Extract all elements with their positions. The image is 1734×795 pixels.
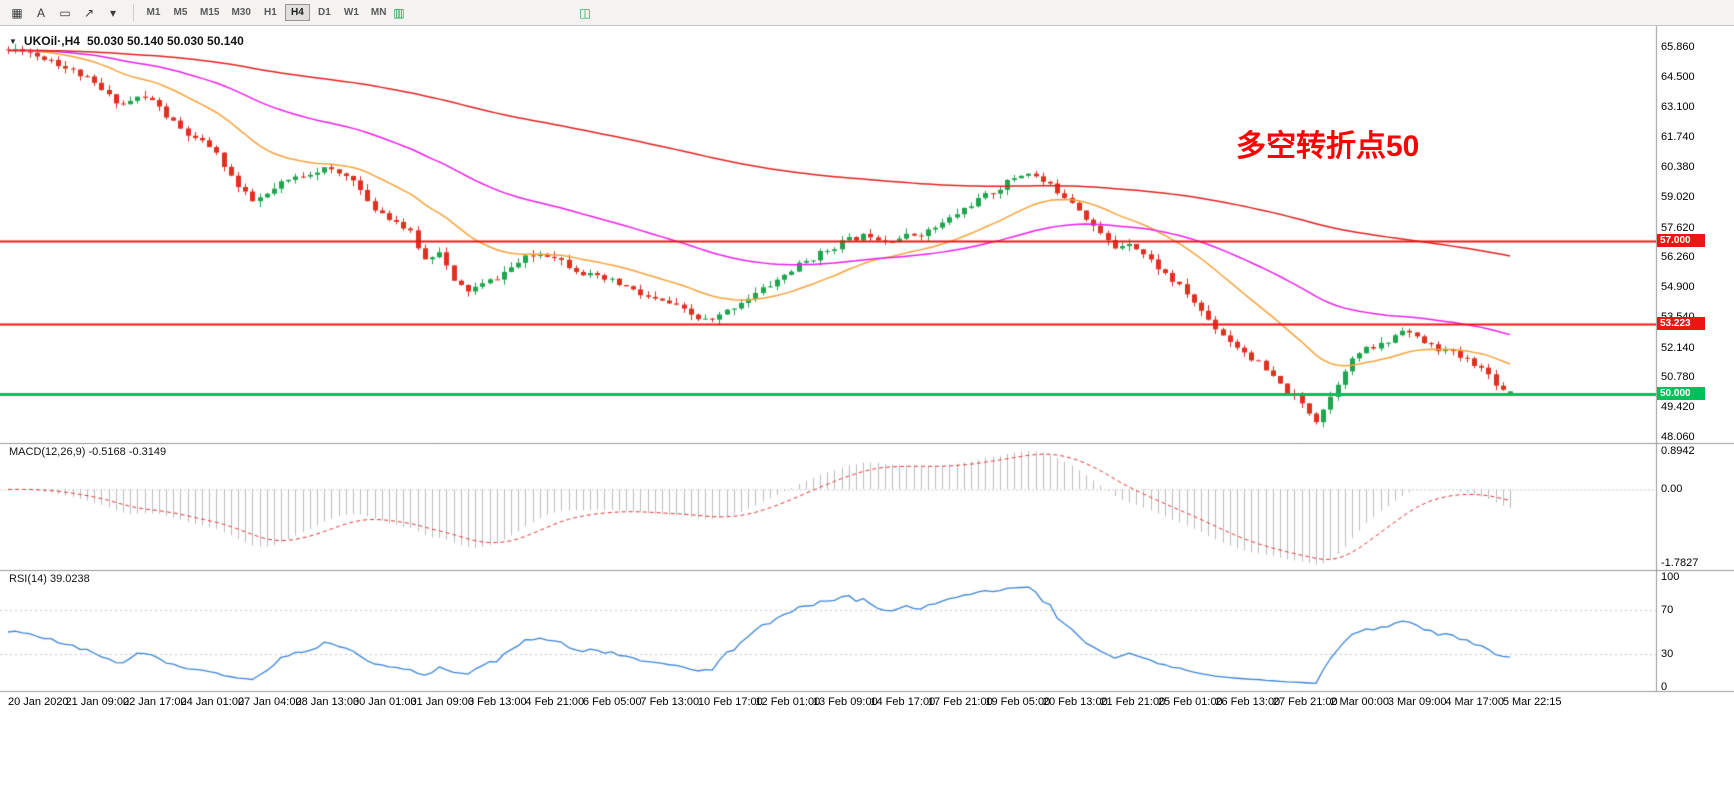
price-axis-label: 56.260 [1661,251,1695,264]
price-tag-50.000: 50.000 [1657,387,1705,401]
price-axis-label: 65.860 [1661,41,1695,53]
time-axis-label: 19 Feb 05:00 [985,696,1051,708]
ohlc-values: 50.030 50.140 50.030 50.140 [86,34,244,48]
macd-axis-label: -1.7827 [1661,557,1699,569]
price-tag-57.000: 57.000 [1657,234,1705,248]
rsi-axis-label: 100 [1661,571,1680,583]
time-axis-label: 2 Mar 00:00 [1330,696,1390,708]
timeframe-button-m5[interactable]: M5 [173,7,188,18]
timeframe-toolbar: M1 M5 M15 M30 H1 H4 D1 W1 MN [141,4,393,21]
time-axis-label: 25 Feb 01:00 [1157,696,1223,708]
text-label-tool-icon[interactable]: ▭ [59,5,71,20]
rsi-axis-label: 70 [1661,604,1674,616]
drawing-tools-group: ▦ A ▭ ↗ ▾ [6,4,126,22]
triangle-icon: ▼ [9,36,17,46]
time-axis-label: 21 Feb 21:00 [1100,696,1166,708]
timeframe-button-h1[interactable]: H1 [264,7,277,18]
rsi-axis-label: 30 [1661,648,1674,660]
timeframe-button-d1[interactable]: D1 [318,7,331,18]
chart-title-bar: ▼ UKOil·,H4 50.030 50.140 50.030 50.140 [9,34,244,48]
symbol-period-label: UKOil·,H4 [23,34,80,48]
price-tag-53.223: 53.223 [1657,316,1705,330]
price-axis-label: 48.060 [1661,431,1695,443]
time-axis-label: 20 Feb 13:00 [1042,696,1108,708]
time-axis-label: 30 Jan 01:00 [352,696,417,708]
price-axis-label: 61.740 [1661,131,1695,144]
timeframe-button-h4[interactable]: H4 [284,4,310,21]
time-axis-label: 17 Feb 21:00 [927,696,993,708]
time-axis-label: 3 Feb 13:00 [467,696,527,708]
time-axis-label: 27 Jan 04:00 [237,696,302,708]
timeframe-button-m30[interactable]: M30 [231,7,251,18]
time-axis-label: 22 Jan 17:00 [122,696,187,708]
time-axis-label: 4 Feb 21:00 [525,696,585,708]
chart-toolbar: ▦ A ▭ ↗ ▾ M1 M5 M15 M30 H1 H4 D1 W1 MN ▥ ◫ [0,0,1734,26]
macd-axis-label: 0.8942 [1661,445,1695,457]
time-axis-label: 10 Feb 17:00 [697,696,763,708]
indicator-window-icon[interactable]: ◫ [579,6,591,20]
time-axis-label: 21 Jan 09:00 [65,696,130,708]
price-axis-label: 59.020 [1661,190,1695,203]
chart-grid-icon[interactable]: ▦ [11,5,23,20]
time-axis-label: 7 Feb 13:00 [640,696,700,708]
timeframe-button-w1[interactable]: W1 [343,7,359,18]
time-axis-label: 13 Feb 09:00 [812,696,878,708]
text-tool-icon[interactable]: A [36,5,45,20]
timeframe-button-m1[interactable]: M1 [146,7,161,18]
time-axis-label: 27 Feb 21:00 [1272,696,1338,708]
time-axis[interactable]: 20 Jan 2020 21 Jan 09:00 22 Jan 17:00 24 Ja… [0,696,1656,712]
macd-indicator-label: MACD(12,26,9) -0.5168 -0.3149 [9,446,167,458]
chart-annotation-text: 多空转折点50 [1236,130,1420,163]
time-axis-label: 24 Jan 01:00 [180,696,245,708]
timeframe-button-mn[interactable]: MN [370,7,387,18]
price-axis-label: 49.420 [1661,401,1695,414]
time-axis-label: 31 Jan 09:00 [410,696,475,708]
macd-axis-label: 0.00 [1661,483,1683,496]
time-axis-label: 12 Feb 01:00 [755,696,821,708]
toolbar-separator [133,4,134,21]
time-axis-label: 28 Jan 13:00 [295,696,360,708]
time-axis-label: 14 Feb 17:00 [870,696,936,708]
price-axis-label: 57.620 [1661,221,1695,234]
price-axis-label: 60.380 [1661,161,1695,174]
price-axis-label: 50.780 [1661,371,1695,384]
time-axis-label: 5 Mar 22:15 [1502,696,1562,708]
time-axis-label: 20 Jan 2020 [8,696,69,708]
price-axis-label: 63.100 [1661,101,1695,114]
price-axis-label: 64.500 [1661,70,1695,83]
time-axis-label: 26 Feb 13:00 [1215,696,1281,708]
timeframe-button-m15[interactable]: M15 [200,7,220,18]
rsi-indicator-label: RSI(14) 39.0238 [9,573,90,585]
time-axis-label: 4 Mar 17:00 [1445,696,1505,708]
price-axis-label: 54.900 [1661,281,1695,294]
candlestick-chart-icon[interactable]: ▥ [393,6,405,20]
arrow-tools-icon[interactable]: ↗ [83,5,95,20]
rsi-axis-label: 0 [1661,681,1668,693]
time-axis-label: 6 Feb 05:00 [582,696,642,708]
price-axis-label: 52.140 [1661,341,1695,354]
dropdown-arrow-icon[interactable]: ▾ [109,5,117,20]
time-axis-label: 3 Mar 09:00 [1387,696,1447,708]
